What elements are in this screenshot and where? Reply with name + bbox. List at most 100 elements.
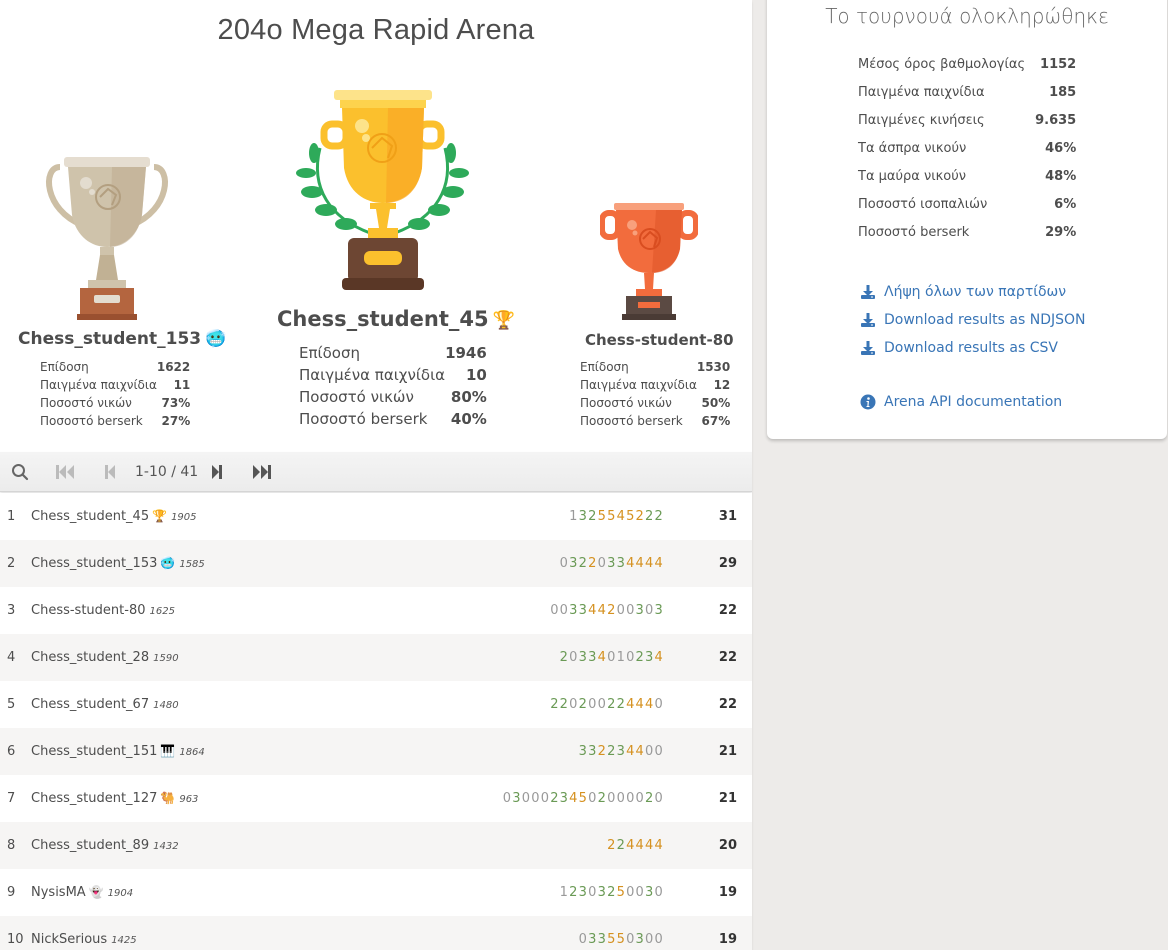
- stat-value: 1622: [156, 360, 191, 374]
- stat-label: Παιγμένα παιχνίδια: [40, 378, 157, 392]
- stat-label: Μέσος όρος βαθμολογίας: [858, 56, 1026, 72]
- sheet-score: 3: [578, 650, 589, 665]
- stat-label: Ποσοστό νικών: [580, 396, 672, 410]
- sheet-score: 2: [607, 744, 617, 759]
- player-link[interactable]: Chess_student_28 1590: [31, 650, 179, 665]
- stat-label: Ποσοστό berserk: [40, 414, 143, 428]
- sheet-score: 0: [569, 697, 579, 712]
- player-link[interactable]: Chess-student-80 1625: [31, 603, 175, 618]
- standings-row[interactable]: 10 NickSerious 1425 033550300 19: [0, 916, 752, 950]
- stat-label: Τα άσπρα νικούν: [858, 140, 967, 156]
- gold-trophy-icon: [296, 90, 469, 290]
- prev-page-button[interactable]: [100, 452, 120, 492]
- player-link[interactable]: NickSerious 1425: [31, 932, 137, 947]
- player-link[interactable]: Chess_student_67 1480: [31, 697, 179, 712]
- score-sheet: 332234400: [579, 744, 664, 759]
- third-place-name[interactable]: Chess-student-80: [585, 331, 734, 349]
- player-link[interactable]: Chess_student_89 1432: [31, 838, 179, 853]
- link-label: Download results as NDJSON: [884, 312, 1086, 328]
- player-rating: 1590: [153, 653, 179, 664]
- score-sheet: 003344200303: [550, 603, 664, 618]
- stat-value: 48%: [1045, 168, 1077, 184]
- sheet-score: 0: [654, 932, 664, 947]
- tournament-finished-title: Το τουρνουά ολοκληρώθηκε: [825, 4, 1109, 28]
- standings-row[interactable]: 2 Chess_student_153 🥶 1585 03220334444 29: [0, 540, 752, 587]
- tournament-stats: Μέσος όρος βαθμολογίας 1152 Παιγμένα παιχ…: [858, 50, 1076, 246]
- standings-row[interactable]: 8 Chess_student_89 1432 224444 20: [0, 822, 752, 869]
- player-name: NickSerious: [31, 932, 108, 947]
- rank: 6: [7, 744, 16, 759]
- stat-value: 67%: [701, 414, 731, 428]
- rank: 5: [7, 697, 16, 712]
- sheet-score: 0: [502, 791, 513, 806]
- player-link[interactable]: NysisMA 👻 1904: [31, 885, 133, 900]
- sheet-score: 3: [578, 885, 589, 900]
- sheet-score: 0: [616, 603, 627, 618]
- sheet-score: 2: [597, 744, 608, 759]
- player-link[interactable]: Chess_student_153 🥶 1585: [31, 556, 205, 571]
- sheet-score: 3: [588, 650, 598, 665]
- stat-value: 50%: [701, 396, 731, 410]
- search-button[interactable]: [8, 452, 32, 492]
- tournament-main-panel: 204o Mega Rapid Arena Chess_student_153 🥶…: [0, 0, 752, 950]
- download-all-games-link[interactable]: Λήψη όλων των παρτίδων: [860, 278, 1085, 306]
- sheet-score: 3: [645, 650, 655, 665]
- sheet-score: 3: [559, 791, 570, 806]
- sheet-score: 0: [654, 697, 664, 712]
- sheet-score: 5: [616, 932, 627, 947]
- sheet-score: 4: [645, 556, 655, 571]
- stat-label: Επίδοση: [299, 344, 360, 362]
- player-rating: 1585: [179, 559, 205, 570]
- standings-row[interactable]: 5 Chess_student_67 1480 220200224440 22: [0, 681, 752, 728]
- sheet-score: 0: [607, 650, 617, 665]
- stat-label: Παιγμένα παιχνίδια: [858, 84, 985, 100]
- player-rating: 1904: [107, 888, 134, 899]
- next-page-button[interactable]: [207, 452, 227, 492]
- download-csv-link[interactable]: Download results as CSV: [860, 334, 1085, 362]
- player-name: NysisMA: [31, 885, 86, 900]
- player-link[interactable]: Chess_student_151 🎹 1864: [31, 744, 205, 759]
- player-name-text: Chess_student_45: [277, 307, 489, 331]
- player-link[interactable]: Chess_student_127 🐫 963: [31, 791, 198, 806]
- arena-api-docs-link[interactable]: Arena API documentation: [860, 388, 1085, 416]
- player-name: Chess_student_45: [31, 509, 150, 524]
- next-page-icon: [212, 465, 222, 479]
- standings-row[interactable]: 7 Chess_student_127 🐫 963 03000234502000020 2…: [0, 775, 752, 822]
- total-score: 22: [718, 603, 737, 618]
- standings-row[interactable]: 4 Chess_student_28 1590 20334010234 22: [0, 634, 752, 681]
- first-place-name[interactable]: Chess_student_45 🏆: [277, 307, 515, 331]
- stat-label: Παιγμένα παιχνίδια: [299, 366, 446, 384]
- standings-row[interactable]: 9 NysisMA 👻 1904 12303250030 19: [0, 869, 752, 916]
- sheet-score: 3: [616, 744, 627, 759]
- link-label: Arena API documentation: [884, 394, 1063, 410]
- standings-row[interactable]: 1 Chess_student_45 🏆 1905 1325545222 31: [0, 493, 752, 540]
- rank: 9: [7, 885, 16, 900]
- score-sheet: 12303250030: [560, 885, 664, 900]
- sheet-score: 0: [531, 791, 541, 806]
- sheet-score: 0: [635, 791, 646, 806]
- second-place-name[interactable]: Chess_student_153 🥶: [18, 329, 226, 349]
- last-page-button[interactable]: [249, 452, 275, 492]
- standings-row[interactable]: 3 Chess-student-80 1625 003344200303 22: [0, 587, 752, 634]
- player-link[interactable]: Chess_student_45 🏆 1905: [31, 509, 197, 524]
- sheet-score: 4: [654, 556, 664, 571]
- first-page-button[interactable]: [52, 452, 78, 492]
- stat-label: Τα μαύρα νικούν: [858, 168, 967, 184]
- sheet-score: 0: [588, 697, 598, 712]
- prev-page-icon: [105, 465, 115, 479]
- stat-value: 1152: [1040, 56, 1077, 72]
- sheet-score: 3: [512, 791, 522, 806]
- link-label: Download results as CSV: [884, 340, 1058, 356]
- sheet-score: 2: [578, 556, 589, 571]
- sheet-score: 5: [616, 885, 627, 900]
- download-ndjson-link[interactable]: Download results as NDJSON: [860, 306, 1085, 334]
- stat-label: Ποσοστό νικών: [40, 396, 132, 410]
- score-sheet: 03000234502000020: [503, 791, 664, 806]
- sheet-score: 0: [654, 791, 664, 806]
- standings-row[interactable]: 6 Chess_student_151 🎹 1864 332234400 21: [0, 728, 752, 775]
- sheet-score: 2: [645, 509, 655, 524]
- sheet-score: 3: [616, 556, 627, 571]
- sheet-score: 0: [569, 650, 579, 665]
- stat-value: 11: [173, 378, 191, 392]
- sheet-score: 4: [569, 791, 579, 806]
